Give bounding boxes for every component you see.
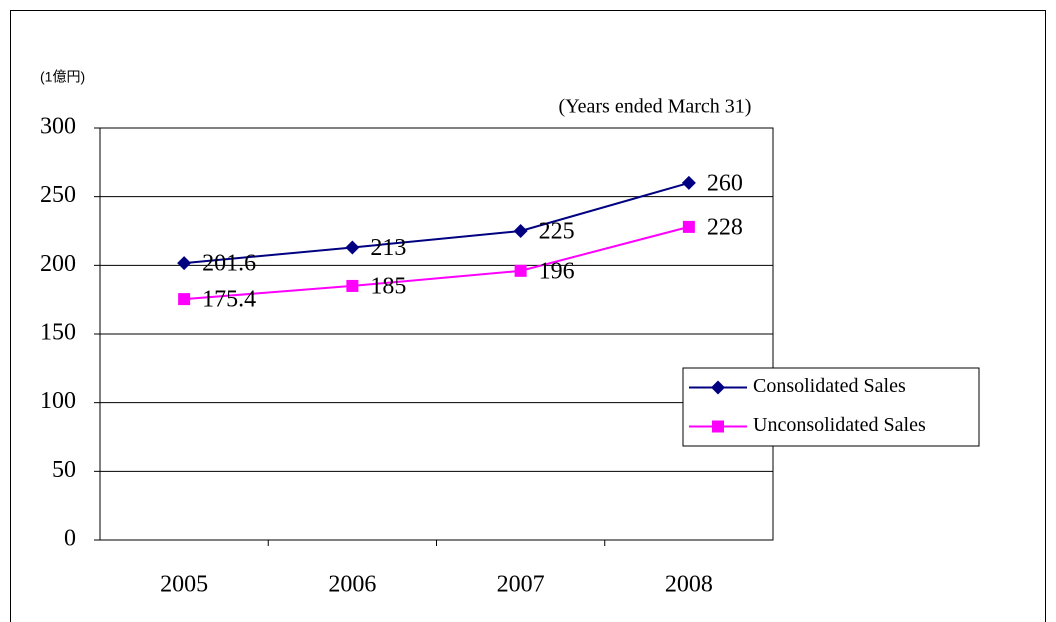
x-tick-label: 2008 [665,572,713,598]
series-line [184,225,690,301]
y-tick-label: 200 [40,251,76,277]
x-tick-label: 2006 [328,572,376,598]
legend-marker [711,380,725,395]
data-point [346,279,359,292]
data-point [681,175,696,190]
data-label: 213 [370,235,406,261]
x-tick-label: 2007 [497,572,545,598]
data-point [178,293,191,306]
data-point [514,264,527,277]
y-tick-label: 50 [52,457,76,483]
y-tick-label: 300 [40,114,76,140]
data-point [682,220,695,233]
y-tick-label: 100 [40,388,76,414]
chart-border [10,10,1046,622]
data-label: 196 [539,258,575,284]
data-label: 175.4 [202,287,256,313]
x-tick-label: 2005 [160,572,208,598]
subtitle: (Years ended March 31) [559,96,752,118]
data-label: 225 [539,219,575,245]
legend-label: Unconsolidated Sales [753,414,926,436]
data-point [345,240,360,255]
data-label: 185 [370,273,406,299]
legend-label: Consolidated Sales [753,375,906,397]
y-tick-label: 250 [40,182,76,208]
y-axis-label: (1億円) [40,69,85,85]
data-point [177,256,192,271]
data-label: 201.6 [202,251,256,277]
y-tick-label: 0 [64,526,76,552]
data-label: 228 [707,214,743,240]
y-tick-label: 150 [40,320,76,346]
series-line [184,181,690,265]
legend-box [682,367,980,447]
data-point [513,224,528,238]
legend-marker [712,420,724,433]
data-label: 260 [707,170,743,196]
